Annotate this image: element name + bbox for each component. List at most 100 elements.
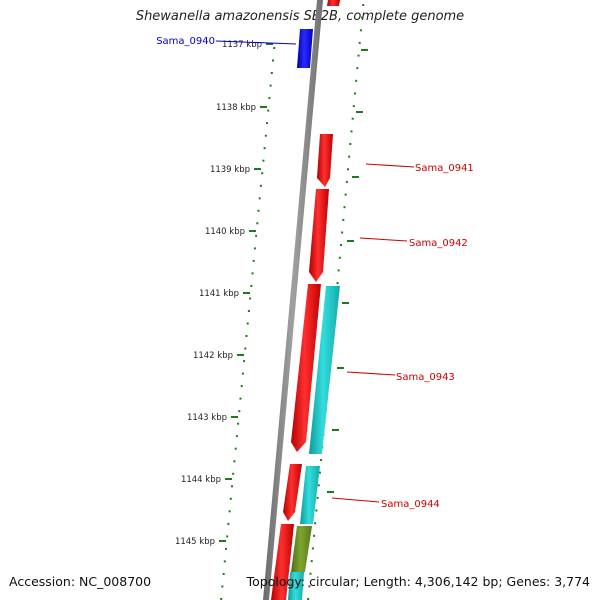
left-track-dot [228,510,231,513]
right-track-dot [351,117,354,120]
left-track-dot [268,97,271,100]
genome-summary: Topology: circular; Length: 4,306,142 bp… [246,574,590,589]
left-track-dot [261,172,264,175]
left-track-dot [232,472,235,475]
right-track-tick [356,111,363,113]
left-tick-track [220,47,276,600]
right-track-dot [349,143,352,145]
left-track-dot [273,47,276,49]
gene-sama-0940 [297,29,313,68]
left-track-dot [245,335,248,337]
kbp-tick [237,354,244,356]
right-track-tick [327,491,334,493]
gene-label[interactable]: Sama_0944 [381,499,440,510]
right-track-dot [338,256,341,259]
right-track-dot [342,218,345,221]
left-track-dot [251,272,254,275]
left-track-dot [238,410,241,413]
right-track-dot [356,67,359,70]
kbp-scale: 1137 kbp 1138 kbp 1139 kbp 1140 kbp 1141 kbp… [175,40,368,547]
gene-cyan-2 [300,466,320,524]
gene-red-5 [271,524,294,600]
kbp-tick [249,230,256,232]
right-track-dot [352,105,355,108]
left-track-dot [241,372,244,375]
left-track-dot [253,247,256,250]
right-track-dot [355,79,358,82]
left-track-dot [240,385,243,388]
right-track-dot [361,16,363,19]
right-track-tick [347,240,354,242]
left-track-dot [237,422,240,425]
gene-sama-0942 [309,189,329,282]
left-track-dot [220,598,223,600]
kbp-tick [225,478,232,480]
left-track-dot [221,585,224,588]
kbp-label: 1141 kbp [199,289,239,299]
left-track-dot [244,347,247,350]
right-track-dot [318,471,321,474]
gene-label[interactable]: Sama_0940 [156,36,215,47]
left-track-dot [267,109,270,112]
gene-olive [291,526,312,572]
genome-backbone [263,0,323,600]
left-track-dot [247,310,250,312]
right-track-dot [358,41,361,44]
gene-red-3 [291,284,321,452]
left-track-dot [231,485,233,488]
right-track-dot [313,534,316,537]
left-track-dot [223,560,226,563]
kbp-tick [243,292,250,294]
right-track-dot [344,193,347,196]
right-track-dot [362,4,365,6]
gene-label[interactable]: Sama_0941 [415,163,474,174]
right-track-dot [307,598,310,600]
left-track-dot [259,184,262,187]
kbp-label: 1140 kbp [205,227,245,237]
right-track-dot [316,496,319,499]
kbp-tick [260,106,267,108]
gene-label[interactable]: Sama_0943 [396,372,455,383]
left-track-dot [233,460,236,463]
kbp-label: 1142 kbp [193,351,233,361]
right-track-dot [359,29,362,32]
left-track-dot [249,297,252,300]
kbp-label: 1138 kbp [216,103,256,113]
right-track-dot [308,585,311,588]
gene-red-4 [283,464,302,521]
right-track-dot [315,509,318,512]
left-track-dot [263,147,266,150]
kbp-label: 1137 kbp [222,40,262,50]
right-track-dot [343,206,346,209]
right-track-tick [361,49,368,51]
accession-label: Accession: NC_008700 [9,574,152,589]
right-track-dot [310,560,313,563]
right-track-tick [337,367,344,369]
left-track-dot [222,573,225,575]
kbp-tick [231,416,238,418]
right-track-dot [340,244,342,247]
right-track-tick [352,176,359,178]
left-track-dot [270,72,273,74]
left-track-dot [235,435,238,438]
left-track-dot [252,259,255,262]
gene-leader-line [365,163,415,168]
right-track-dot [341,231,344,234]
left-track-dot [239,397,242,400]
kbp-tick [254,168,261,170]
gene-callouts: Sama_0940 Sama_0941 Sama_0942 Sama_0943 Sama… [156,36,474,510]
right-track-dot [311,547,314,550]
right-track-tick [342,302,349,304]
left-track-dot [225,547,227,550]
left-track-dot [258,197,261,200]
right-track-dot [314,522,317,525]
gene-label[interactable]: Sama_0942 [409,238,468,249]
left-track-dot [262,159,265,162]
left-track-dot [256,222,259,225]
left-track-dot [269,84,272,87]
kbp-tick [266,43,273,45]
left-track-dot [234,447,237,450]
map-title: Shewanella amazonensis SB2B, complete ge… [135,9,465,24]
left-track-dot [272,59,274,62]
